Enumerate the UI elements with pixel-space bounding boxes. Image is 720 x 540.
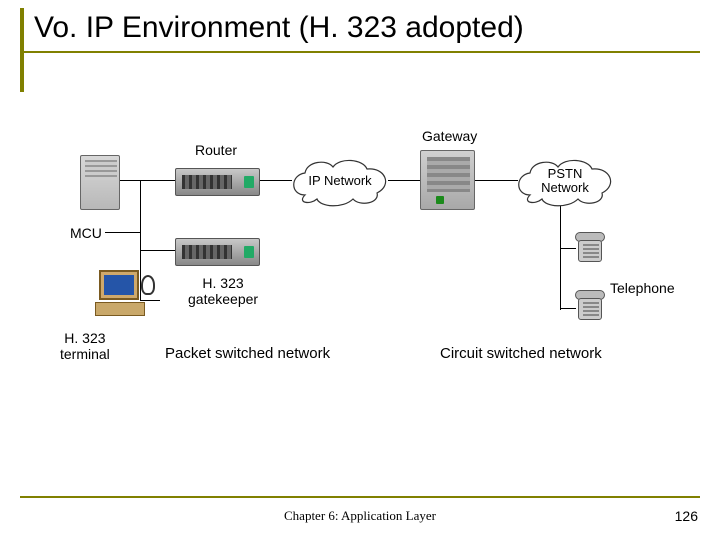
router-icon bbox=[175, 168, 260, 196]
network-diagram: Router IP Network Gateway PSTN Network M… bbox=[20, 120, 700, 420]
packet-network-label: Packet switched network bbox=[165, 345, 330, 362]
gateway-label: Gateway bbox=[422, 128, 477, 144]
telephone-icon bbox=[575, 290, 605, 322]
footer-chapter: Chapter 6: Application Layer bbox=[0, 508, 720, 524]
page-number: 126 bbox=[675, 508, 698, 524]
ip-cloud-label: IP Network bbox=[308, 174, 371, 188]
terminal-icon bbox=[95, 270, 155, 320]
server-icon bbox=[80, 155, 120, 210]
title-bar: Vo. IP Environment (H. 323 adopted) bbox=[20, 8, 700, 53]
telephone-label: Telephone bbox=[610, 280, 675, 296]
edge bbox=[105, 232, 140, 233]
ip-network-cloud: IP Network bbox=[285, 155, 395, 207]
gatekeeper-icon bbox=[175, 238, 260, 266]
terminal-label: H. 323 terminal bbox=[60, 330, 110, 362]
footer-divider bbox=[20, 496, 700, 498]
edge bbox=[140, 250, 175, 251]
bus-right bbox=[560, 198, 561, 310]
mcu-label: MCU bbox=[70, 225, 102, 241]
router-label: Router bbox=[195, 142, 237, 158]
pstn-cloud-label: PSTN Network bbox=[541, 167, 589, 196]
circuit-network-label: Circuit switched network bbox=[440, 345, 602, 362]
edge bbox=[560, 248, 576, 249]
gateway-icon bbox=[420, 150, 475, 210]
pstn-network-cloud: PSTN Network bbox=[510, 155, 620, 207]
slide-title: Vo. IP Environment (H. 323 adopted) bbox=[34, 8, 700, 47]
telephone-icon bbox=[575, 232, 605, 264]
edge bbox=[120, 180, 175, 181]
edge bbox=[560, 308, 576, 309]
gatekeeper-label: H. 323 gatekeeper bbox=[188, 275, 258, 307]
